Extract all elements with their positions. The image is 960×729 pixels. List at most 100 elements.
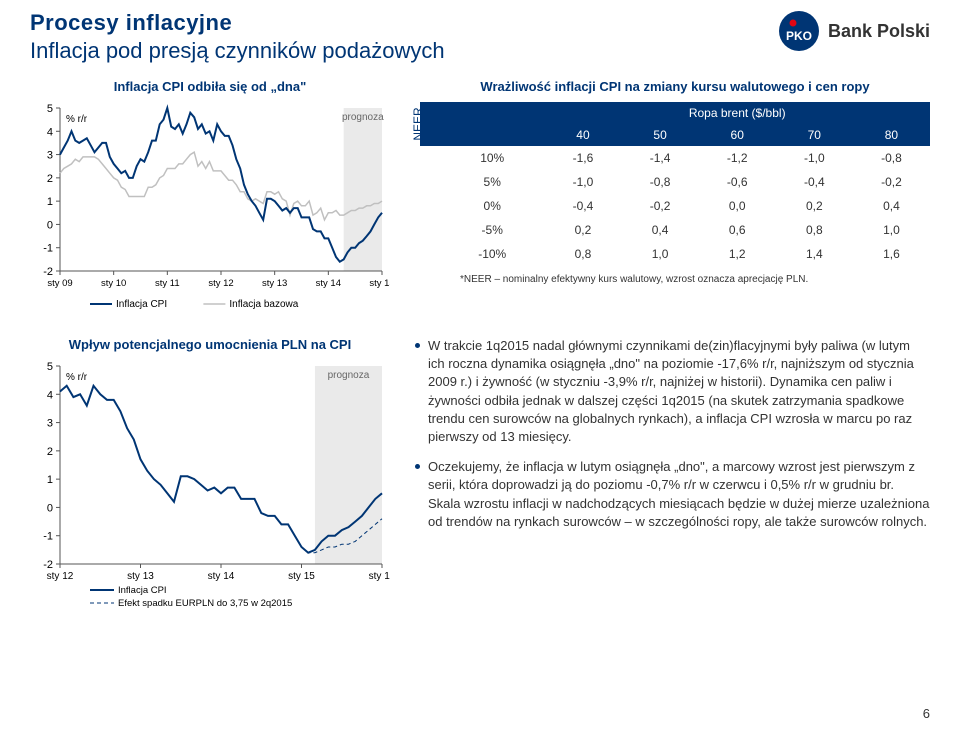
- data-cell: -0,4: [776, 170, 853, 194]
- table-row: -10%0,81,01,21,41,6: [420, 242, 930, 266]
- page-subtitle: Inflacja pod presją czynników podażowych: [30, 38, 445, 64]
- table-row: 10%-1,6-1,4-1,2-1,0-0,8: [420, 146, 930, 170]
- data-cell: 1,4: [776, 242, 853, 266]
- col-header-cell: 40: [544, 124, 621, 146]
- svg-text:% r/r: % r/r: [66, 372, 88, 383]
- svg-text:-1: -1: [43, 243, 53, 255]
- svg-text:Inflacja CPI: Inflacja CPI: [116, 299, 167, 310]
- table-row: 0%-0,4-0,20,00,20,4: [420, 194, 930, 218]
- bullet-2-text: Oczekujemy, że inflacja w lutym osiągnęł…: [428, 458, 930, 531]
- bullet-1: W trakcie 1q2015 nadal głównymi czynnika…: [415, 337, 930, 446]
- svg-text:Inflacja CPI: Inflacja CPI: [118, 585, 167, 596]
- bank-logo: PKO Bank Polski: [778, 10, 930, 52]
- svg-text:2: 2: [47, 446, 53, 458]
- chart-pln-impact: Wpływ potencjalnego umocnienia PLN na CP…: [30, 337, 390, 625]
- svg-text:4: 4: [47, 389, 53, 401]
- svg-text:sty 09: sty 09: [47, 278, 72, 289]
- svg-text:Inflacja bazowa: Inflacja bazowa: [229, 299, 298, 310]
- svg-text:1: 1: [47, 474, 53, 486]
- svg-text:prognoza: prognoza: [342, 112, 384, 123]
- data-cell: -0,4: [544, 194, 621, 218]
- svg-text:sty 12: sty 12: [208, 278, 233, 289]
- table-title: Wrażliwość inflacji CPI na zmiany kursu …: [420, 79, 930, 94]
- bullet-1-text: W trakcie 1q2015 nadal głównymi czynnika…: [428, 337, 930, 446]
- svg-text:3: 3: [47, 150, 53, 162]
- data-cell: -1,0: [776, 146, 853, 170]
- data-cell: -0,2: [622, 194, 699, 218]
- data-cell: 1,6: [853, 242, 930, 266]
- svg-text:sty 16: sty 16: [369, 571, 390, 582]
- text-column: W trakcie 1q2015 nadal głównymi czynnika…: [415, 337, 930, 625]
- svg-text:Efekt spadku EURPLN do 3,75 w: Efekt spadku EURPLN do 3,75 w 2q2015: [118, 598, 292, 609]
- table-row: 5%-1,0-0,8-0,6-0,4-0,2: [420, 170, 930, 194]
- data-cell: 0,4: [853, 194, 930, 218]
- data-cell: 1,0: [853, 218, 930, 242]
- bullet-dot-icon: [415, 343, 420, 348]
- data-cell: -0,6: [699, 170, 776, 194]
- data-cell: 0,0: [699, 194, 776, 218]
- sensitivity-table: NEER Ropa brent ($/bbl) 4050607080 10%-1…: [420, 102, 930, 266]
- bullet-dot-icon: [415, 464, 420, 469]
- col-header-cell: 70: [776, 124, 853, 146]
- data-cell: 0,4: [622, 218, 699, 242]
- chart2-title: Wpływ potencjalnego umocnienia PLN na CP…: [30, 337, 390, 352]
- svg-text:-2: -2: [43, 266, 53, 278]
- svg-text:5: 5: [47, 361, 53, 373]
- chart2-svg: prognoza -2 -1 0 1 2 3 4 5 sty 12 sty 13 sty 14 sty …: [30, 360, 390, 620]
- svg-text:0: 0: [47, 219, 53, 231]
- table-footnote: *NEER – nominalny efektywny kurs walutow…: [420, 274, 930, 285]
- header: Procesy inflacyjne Inflacja pod presją c…: [0, 0, 960, 64]
- sensitivity-table-box: Wrażliwość inflacji CPI na zmiany kursu …: [420, 79, 930, 322]
- data-cell: 0,2: [544, 218, 621, 242]
- col-header-cell: 60: [699, 124, 776, 146]
- svg-text:-1: -1: [43, 531, 53, 543]
- row-label: -10%: [440, 242, 544, 266]
- data-cell: -0,2: [853, 170, 930, 194]
- neer-axis-label: NEER: [411, 107, 425, 140]
- svg-text:sty 10: sty 10: [101, 278, 126, 289]
- data-cell: 0,2: [776, 194, 853, 218]
- pko-logo-icon: PKO: [778, 10, 820, 52]
- col-header: Ropa brent ($/bbl): [544, 102, 930, 124]
- svg-text:4: 4: [47, 126, 53, 138]
- data-cell: -1,4: [622, 146, 699, 170]
- page-number: 6: [923, 706, 930, 721]
- svg-text:sty 14: sty 14: [316, 278, 341, 289]
- data-cell: 0,8: [776, 218, 853, 242]
- titles: Procesy inflacyjne Inflacja pod presją c…: [30, 10, 445, 64]
- chart1-svg: prognoza-2-1012345sty 09sty 10sty 11sty …: [30, 102, 390, 317]
- svg-text:sty 12: sty 12: [47, 571, 74, 582]
- chart-cpi-bottom: Inflacja CPI odbiła się od „dna" prognoz…: [30, 79, 390, 322]
- svg-text:sty 15: sty 15: [288, 571, 315, 582]
- col-header-cell: 50: [622, 124, 699, 146]
- data-cell: -1,0: [544, 170, 621, 194]
- svg-text:sty 13: sty 13: [127, 571, 154, 582]
- row-label: 10%: [440, 146, 544, 170]
- data-cell: 1,2: [699, 242, 776, 266]
- svg-text:0: 0: [47, 502, 53, 514]
- data-cell: -1,6: [544, 146, 621, 170]
- svg-text:sty 14: sty 14: [208, 571, 235, 582]
- table-row: -5%0,20,40,60,81,0: [420, 218, 930, 242]
- bullet-2: Oczekujemy, że inflacja w lutym osiągnęł…: [415, 458, 930, 531]
- col-header-cell: 80: [853, 124, 930, 146]
- page-title: Procesy inflacyjne: [30, 10, 445, 36]
- svg-text:sty 15: sty 15: [369, 278, 390, 289]
- row-label: 5%: [440, 170, 544, 194]
- svg-text:PKO: PKO: [786, 29, 812, 43]
- svg-text:1: 1: [47, 196, 53, 208]
- data-cell: 1,0: [622, 242, 699, 266]
- data-cell: -0,8: [853, 146, 930, 170]
- svg-text:sty 13: sty 13: [262, 278, 287, 289]
- svg-text:2: 2: [47, 173, 53, 185]
- data-cell: 0,6: [699, 218, 776, 242]
- svg-text:-2: -2: [43, 559, 53, 571]
- svg-text:3: 3: [47, 418, 53, 430]
- chart1-title: Inflacja CPI odbiła się od „dna": [30, 79, 390, 94]
- data-cell: -0,8: [622, 170, 699, 194]
- svg-text:% r/r: % r/r: [66, 114, 88, 125]
- svg-text:prognoza: prognoza: [328, 370, 370, 381]
- row-label: -5%: [440, 218, 544, 242]
- data-cell: 0,8: [544, 242, 621, 266]
- svg-text:sty 11: sty 11: [155, 278, 180, 289]
